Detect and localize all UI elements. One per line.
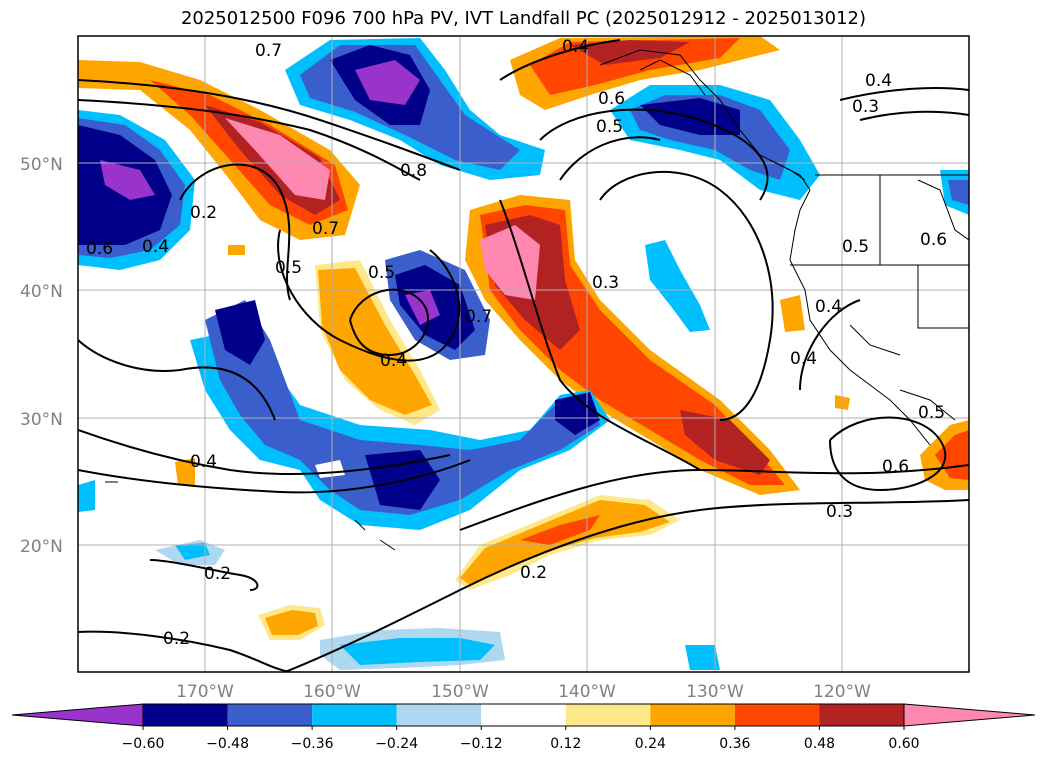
map-frame: [77, 35, 970, 673]
contour-label: 0.5: [275, 258, 302, 278]
lon-label: 160°W: [303, 682, 361, 702]
lat-label: 50°N: [20, 155, 63, 175]
contour-label: 0.7: [255, 41, 282, 61]
colorbar-frame: [142, 703, 905, 727]
colorbar-tick-label: 0.60: [888, 736, 919, 752]
colorbar-tick-label: 0.48: [804, 736, 835, 752]
lat-label: 40°N: [20, 282, 63, 302]
colorbar-extend-max: [903, 703, 1036, 727]
gridlines: [78, 36, 969, 672]
contour-label: 0.7: [465, 307, 492, 327]
colorbar-extend-min: [11, 703, 144, 727]
contour-label: 0.5: [596, 117, 623, 137]
colorbar-segment: [734, 704, 820, 726]
colorbar-segment: [396, 704, 482, 726]
colorbar-tick-label: −0.36: [291, 736, 334, 752]
contour-label: 0.6: [86, 239, 113, 259]
longitude-labels: 170°W 160°W 150°W 140°W 130°W 120°W: [176, 682, 871, 702]
contour-label: 0.2: [520, 563, 547, 583]
colorbar-tick-label: 0.24: [635, 736, 666, 752]
contour-label: 0.8: [400, 161, 427, 181]
contour-label: 0.5: [842, 237, 869, 257]
lon-label: 130°W: [686, 682, 744, 702]
colorbar-segment: [312, 704, 397, 726]
contour-label: 0.6: [920, 230, 947, 250]
lon-label: 150°W: [431, 682, 489, 702]
contour-label: 0.4: [190, 452, 217, 472]
contour-label: 0.3: [852, 97, 879, 117]
contour-label: 0.4: [380, 351, 407, 371]
colorbar-tick-label: −0.12: [460, 736, 503, 752]
contour-labels: 0.7 0.4 0.4 0.6 0.5 0.3 0.2 0.5 0.8 0.7 …: [86, 37, 947, 649]
contour-label: 0.2: [204, 564, 231, 584]
contour-label: 0.4: [142, 237, 169, 257]
contour-label: 0.6: [598, 89, 625, 109]
contour-label: 0.4: [790, 349, 817, 369]
contour-label: 0.4: [562, 37, 589, 57]
lon-label: 140°W: [558, 682, 616, 702]
contour-label: 0.6: [882, 457, 909, 477]
contour-label: 0.2: [163, 629, 190, 649]
lat-label: 30°N: [20, 410, 63, 430]
contour-label: 0.3: [826, 502, 853, 522]
lon-label: 120°W: [813, 682, 871, 702]
colorbar-segment: [819, 704, 904, 726]
lat-label: 20°N: [20, 537, 63, 557]
lon-label: 170°W: [176, 682, 234, 702]
colorbar-tick-label: −0.60: [122, 736, 165, 752]
contour-label: 0.5: [368, 263, 395, 283]
contour-label: 0.3: [592, 273, 619, 293]
colorbar-tick-label: 0.12: [550, 736, 581, 752]
colorbar-tick-label: 0.36: [719, 736, 750, 752]
colorbar-segment: [143, 704, 228, 726]
contour-label: 0.5: [918, 403, 945, 423]
contour-label: 0.7: [312, 219, 339, 239]
colorbar-segment: [481, 704, 566, 726]
map-panel: 0.7 0.4 0.4 0.6 0.5 0.3 0.2 0.5 0.8 0.7 …: [78, 36, 969, 672]
contour-label: 0.2: [190, 203, 217, 223]
colorbar-tick-label: −0.24: [375, 736, 418, 752]
map-title: 2025012500 F096 700 hPa PV, IVT Landfall…: [180, 8, 867, 29]
colorbar-segment: [227, 704, 313, 726]
latitude-labels: 50°N 40°N 30°N 20°N: [20, 155, 63, 557]
contours: [78, 39, 969, 672]
coastlines: [105, 49, 969, 551]
contour-label: 0.4: [865, 71, 892, 91]
colorbar-tick-label: −0.48: [206, 736, 249, 752]
contour-label: 0.4: [815, 297, 842, 317]
shaded-fields: [78, 36, 969, 670]
colorbar: −0.60 −0.48 −0.36 −0.24 −0.12 0.12 0.24 0.36 0.4…: [11, 703, 1036, 752]
colorbar-segment: [650, 704, 735, 726]
colorbar-segment: [565, 704, 651, 726]
